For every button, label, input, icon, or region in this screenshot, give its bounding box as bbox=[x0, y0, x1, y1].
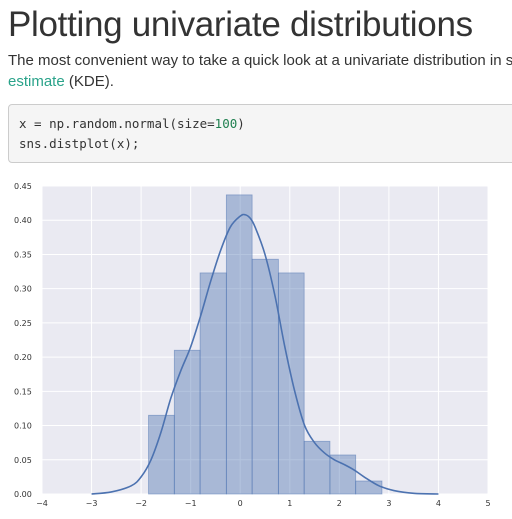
histogram-bars bbox=[148, 194, 383, 495]
x-tick-labels: −4 −3 −2 −1 0 1 2 3 4 5 bbox=[36, 499, 490, 508]
plot-background bbox=[42, 186, 488, 494]
y-tick-label: 0.35 bbox=[14, 250, 32, 259]
x-tick-label: −2 bbox=[135, 499, 147, 508]
x-tick-label: −4 bbox=[36, 499, 48, 508]
histogram-bar bbox=[199, 272, 227, 495]
x-tick-label: 5 bbox=[485, 499, 490, 508]
grid-lines bbox=[41, 185, 489, 495]
x-tick-label: 3 bbox=[386, 499, 391, 508]
intro-line-1: The most convenient way to take a quick … bbox=[8, 52, 512, 69]
intro-line-2-tail: (KDE). bbox=[64, 73, 114, 90]
code-line-1-suffix: ) bbox=[237, 116, 245, 131]
x-tick-label: 4 bbox=[436, 499, 441, 508]
histogram-bar bbox=[303, 440, 331, 495]
histogram-bar bbox=[251, 258, 279, 495]
y-tick-label: 0.05 bbox=[14, 456, 32, 465]
histogram-bar bbox=[225, 194, 253, 495]
x-tick-label: 2 bbox=[337, 499, 342, 508]
y-tick-label: 0.15 bbox=[14, 387, 32, 396]
y-tick-label: 0.00 bbox=[14, 490, 32, 499]
kde-link[interactable]: estimate bbox=[8, 73, 65, 90]
y-tick-label: 0.30 bbox=[14, 285, 32, 294]
x-tick-label: −3 bbox=[86, 499, 98, 508]
intro-line-2: estimate (KDE). bbox=[8, 71, 512, 92]
kde-curve bbox=[91, 213, 439, 495]
y-tick-label: 0.10 bbox=[14, 422, 32, 431]
y-tick-label: 0.20 bbox=[14, 353, 32, 362]
distplot-chart: 0.00 0.05 0.10 0.15 0.20 0.25 0.30 0.35 0.40 0.45… bbox=[14, 182, 491, 508]
x-tick-label: 1 bbox=[287, 499, 292, 508]
intro-paragraph: The most convenient way to take a quick … bbox=[8, 50, 512, 92]
code-block: x = np.random.normal(size=100) sns.distp… bbox=[8, 104, 512, 163]
histogram-bar bbox=[277, 272, 305, 495]
x-tick-label: −1 bbox=[185, 499, 197, 508]
histogram-bar bbox=[173, 349, 201, 495]
y-tick-label: 0.25 bbox=[14, 319, 32, 328]
code-line-1-number: 100 bbox=[214, 116, 238, 131]
histogram-bar bbox=[355, 480, 383, 495]
histogram-bar bbox=[329, 454, 357, 495]
y-tick-labels: 0.00 0.05 0.10 0.15 0.20 0.25 0.30 0.35 0.40 0.45 bbox=[14, 182, 32, 499]
code-line-1-prefix: x = np.random.normal(size= bbox=[19, 116, 215, 131]
y-tick-label: 0.45 bbox=[14, 182, 32, 191]
distplot-figure: 0.00 0.05 0.10 0.15 0.20 0.25 0.30 0.35 0.40 0.45… bbox=[0, 176, 512, 519]
y-tick-label: 0.40 bbox=[14, 216, 32, 225]
code-line-1: x = np.random.normal(size=100) bbox=[19, 114, 512, 134]
code-line-2: sns.distplot(x); bbox=[19, 136, 140, 151]
page-title: Plotting univariate distributions bbox=[8, 5, 473, 44]
x-tick-label: 0 bbox=[238, 499, 243, 508]
